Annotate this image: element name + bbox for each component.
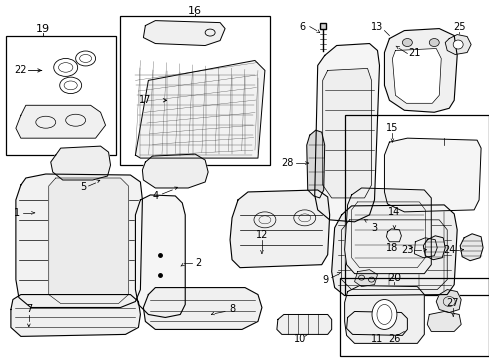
Text: 8: 8 [229, 305, 235, 315]
Polygon shape [16, 105, 105, 138]
Bar [121, 15, 270, 165]
Text: 1: 1 [14, 208, 20, 218]
Text: 27: 27 [446, 297, 459, 307]
Polygon shape [344, 188, 431, 274]
Text: 20: 20 [388, 273, 401, 283]
Polygon shape [230, 190, 330, 268]
Text: 28: 28 [282, 158, 294, 168]
Text: 21: 21 [408, 49, 420, 58]
Polygon shape [387, 229, 401, 242]
Ellipse shape [429, 39, 439, 46]
Ellipse shape [453, 40, 463, 49]
Polygon shape [436, 289, 461, 312]
Text: 6: 6 [300, 22, 306, 32]
Text: 16: 16 [188, 6, 202, 15]
Polygon shape [445, 35, 471, 54]
Ellipse shape [372, 300, 397, 329]
Text: 12: 12 [256, 230, 268, 240]
Text: 22: 22 [15, 66, 27, 76]
Polygon shape [307, 130, 325, 198]
Polygon shape [427, 311, 461, 332]
Polygon shape [315, 44, 379, 222]
Polygon shape [344, 285, 424, 343]
Polygon shape [135, 60, 265, 158]
Text: 7: 7 [25, 305, 32, 315]
Polygon shape [460, 234, 483, 261]
Polygon shape [143, 154, 208, 188]
Polygon shape [355, 270, 377, 287]
Text: 10: 10 [294, 334, 306, 345]
Polygon shape [323, 68, 371, 198]
Text: 14: 14 [388, 207, 400, 217]
Text: 26: 26 [388, 334, 401, 345]
Text: 23: 23 [401, 245, 414, 255]
Text: 18: 18 [386, 243, 398, 253]
Text: 5: 5 [80, 182, 87, 192]
Polygon shape [16, 174, 143, 307]
Polygon shape [11, 294, 141, 336]
Text: 4: 4 [152, 191, 158, 201]
Polygon shape [385, 28, 457, 112]
Bar [344, 115, 489, 294]
Polygon shape [277, 315, 332, 334]
Text: 15: 15 [386, 123, 399, 133]
Polygon shape [385, 138, 481, 212]
Polygon shape [346, 311, 407, 336]
Text: 19: 19 [36, 24, 50, 33]
Text: 9: 9 [322, 275, 329, 285]
Text: 11: 11 [371, 334, 384, 345]
Bar [6, 36, 116, 155]
Text: 2: 2 [195, 258, 201, 268]
Ellipse shape [402, 39, 413, 46]
Polygon shape [392, 49, 441, 103]
Text: 24: 24 [443, 245, 455, 255]
Polygon shape [144, 21, 225, 45]
Bar [340, 278, 489, 356]
Polygon shape [332, 205, 457, 296]
Polygon shape [423, 236, 445, 260]
Text: 25: 25 [453, 22, 466, 32]
Text: 17: 17 [139, 95, 151, 105]
Polygon shape [51, 146, 111, 180]
Text: 13: 13 [371, 22, 384, 32]
Polygon shape [415, 238, 437, 258]
Text: 3: 3 [371, 223, 378, 233]
Polygon shape [49, 178, 128, 303]
Polygon shape [135, 195, 185, 318]
Polygon shape [144, 288, 262, 329]
